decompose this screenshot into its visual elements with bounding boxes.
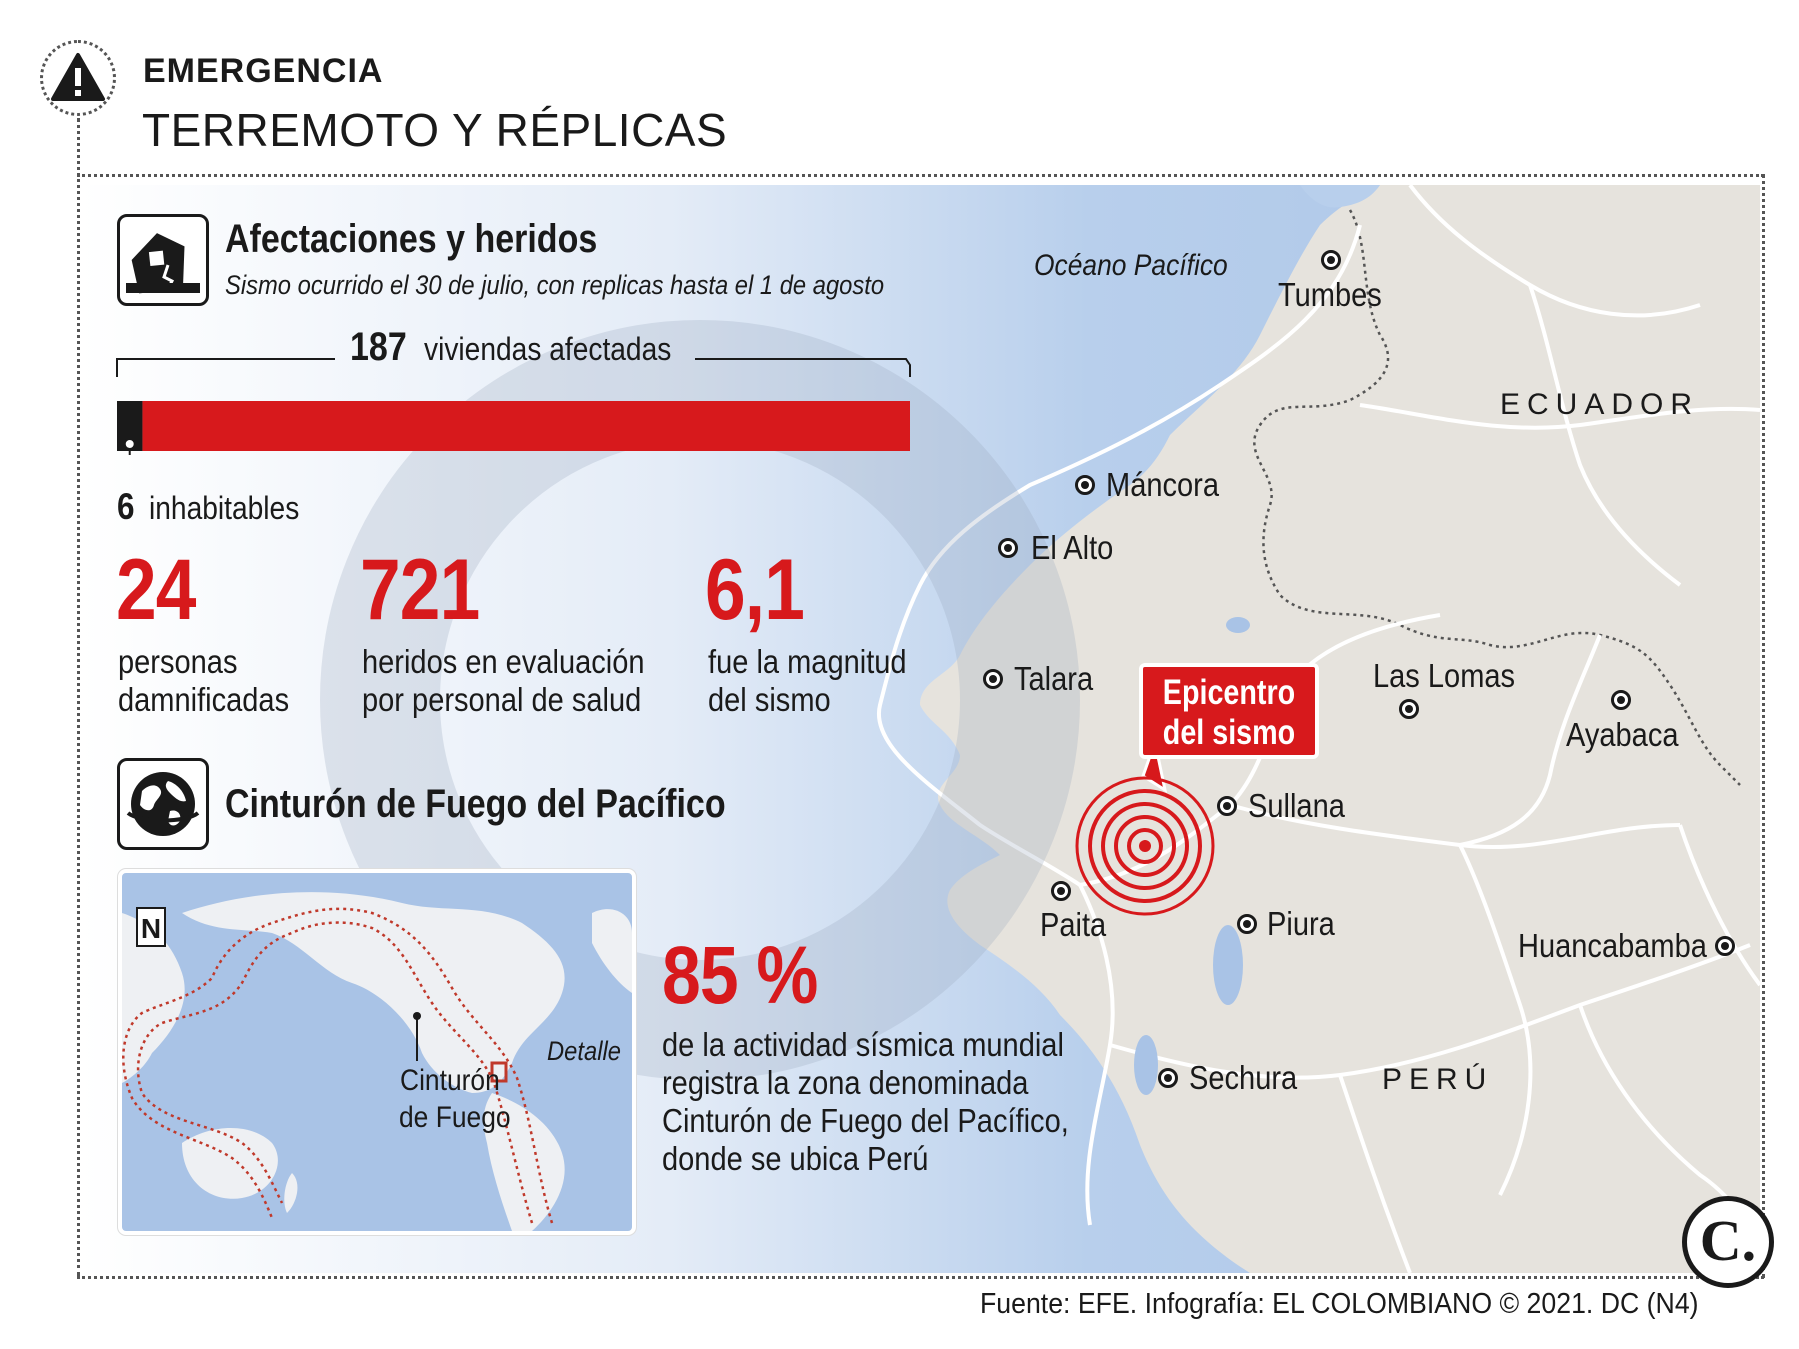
ring-desc-3: Cinturón de Fuego del Pacífico, <box>662 1102 1069 1139</box>
uninhabitable-marker-dot <box>123 438 136 450</box>
lake <box>1213 925 1243 1005</box>
gulf-coast <box>1300 185 1380 208</box>
road-network <box>876 185 1760 1273</box>
ring-of-fire-line <box>122 907 554 1224</box>
homes-affected-number: 187 <box>350 325 407 369</box>
city-label-sullana: Sullana <box>1248 787 1345 824</box>
globe-icon <box>126 772 200 836</box>
lake <box>1226 617 1250 633</box>
city-marker-laslomas <box>1399 699 1419 719</box>
homes-bar-chart <box>116 358 911 455</box>
bar-homes-affected <box>142 401 910 451</box>
detail-marker <box>490 1061 508 1083</box>
city-label-elalto: El Alto <box>1031 529 1114 566</box>
stat-caption-magnitude-1: fue la magnitud <box>708 643 907 680</box>
ring-label-dot <box>413 1012 421 1020</box>
el-colombiano-logo: C. <box>1682 1196 1774 1288</box>
section-title-ring: Cinturón de Fuego del Pacífico <box>225 782 726 826</box>
inset-detail-label: Detalle <box>547 1036 621 1066</box>
city-label-tumbes: Tumbes <box>1278 276 1382 313</box>
city-label-mancora: Máncora <box>1106 466 1219 503</box>
epicenter-label-1: Epicentro <box>1162 673 1296 712</box>
ring-desc-2: registra la zona denominada <box>662 1064 1029 1101</box>
north-arrow-icon: N <box>136 907 166 947</box>
stat-value-magnitude: 6,1 <box>705 542 805 638</box>
city-marker-sechura <box>1158 1068 1178 1088</box>
epicenter-rings <box>1075 736 1215 916</box>
homes-affected-label: viviendas afectadas <box>424 331 672 367</box>
uninhabitable-number: 6 <box>117 486 135 527</box>
city-marker-huancabamba <box>1715 936 1735 956</box>
source-credit: Fuente: EFE. Infografía: EL COLOMBIANO ©… <box>980 1288 1699 1320</box>
continents <box>122 892 632 1231</box>
header-kicker: EMERGENCIA <box>143 52 384 90</box>
stat-caption-magnitude-2: del sismo <box>708 681 831 718</box>
city-label-laslomas: Las Lomas <box>1373 657 1516 694</box>
frame-top-dotted <box>77 174 1764 177</box>
stat-caption-victims-2: damnificadas <box>118 681 290 718</box>
stat-caption-injured-2: por personal de salud <box>362 681 642 718</box>
warning-triangle-icon <box>51 53 105 101</box>
ring-percent: 85 % <box>662 930 818 1021</box>
inset-world-map: N Cinturón de Fuego Detalle <box>118 869 636 1235</box>
city-marker-ayabaca <box>1611 690 1631 710</box>
frame-left-dotted <box>77 118 80 1276</box>
frame-right-dotted <box>1762 174 1765 1278</box>
stat-value-victims: 24 <box>116 542 196 638</box>
city-marker-sullana <box>1217 796 1237 816</box>
city-marker-elalto <box>998 538 1018 558</box>
stat-value-injured: 721 <box>360 542 480 638</box>
inset-ring-label-2: de Fuego <box>399 1101 511 1134</box>
ring-desc-1: de la actividad sísmica mundial <box>662 1026 1064 1063</box>
epicenter-label-2: del sismo <box>1162 713 1296 752</box>
inset-ring-label-1: Cinturón <box>400 1064 500 1097</box>
city-label-sechura: Sechura <box>1189 1059 1298 1096</box>
watermark-circle <box>320 320 1080 1080</box>
lake <box>1134 1035 1158 1095</box>
homes-total-bracket <box>116 358 911 377</box>
globe-icon-box <box>117 758 209 850</box>
warning-badge <box>40 40 116 116</box>
country-label-peru: PERÚ <box>1382 1063 1494 1096</box>
city-label-huancabamba: Huancabamba <box>1518 927 1707 964</box>
country-label-ecuador: ECUADOR <box>1500 388 1700 421</box>
city-marker-mancora <box>1075 475 1095 495</box>
city-marker-tumbes <box>1321 250 1341 270</box>
ocean-label: Océano Pacífico <box>1034 249 1228 282</box>
damaged-house-icon <box>126 233 200 294</box>
city-label-talara: Talara <box>1014 660 1094 697</box>
ring-of-fire-map <box>122 892 632 1231</box>
city-marker-piura <box>1237 914 1257 934</box>
city-marker-talara <box>983 669 1003 689</box>
section-subtitle-damage: Sismo ocurrido el 30 de julio, con repli… <box>225 270 885 300</box>
land-mass <box>920 185 1760 1273</box>
damaged-house-icon-box <box>117 214 209 306</box>
section-title-damage: Afectaciones y heridos <box>225 217 598 261</box>
city-label-piura: Piura <box>1267 905 1335 942</box>
uninhabitable-label: inhabitables <box>149 490 300 526</box>
city-label-ayabaca: Ayabaca <box>1566 716 1679 753</box>
city-marker-paita <box>1051 881 1071 901</box>
epicenter-callout: Epicentro del sismo <box>1139 663 1319 759</box>
stat-caption-victims-1: personas <box>118 643 238 680</box>
frame-bottom-dotted <box>77 1276 1764 1279</box>
page-title: TERREMOTO Y RÉPLICAS <box>142 104 728 156</box>
city-label-paita: Paita <box>1040 906 1107 943</box>
stat-caption-injured-1: heridos en evaluación <box>362 643 645 680</box>
ring-desc-4: donde se ubica Perú <box>662 1140 929 1177</box>
